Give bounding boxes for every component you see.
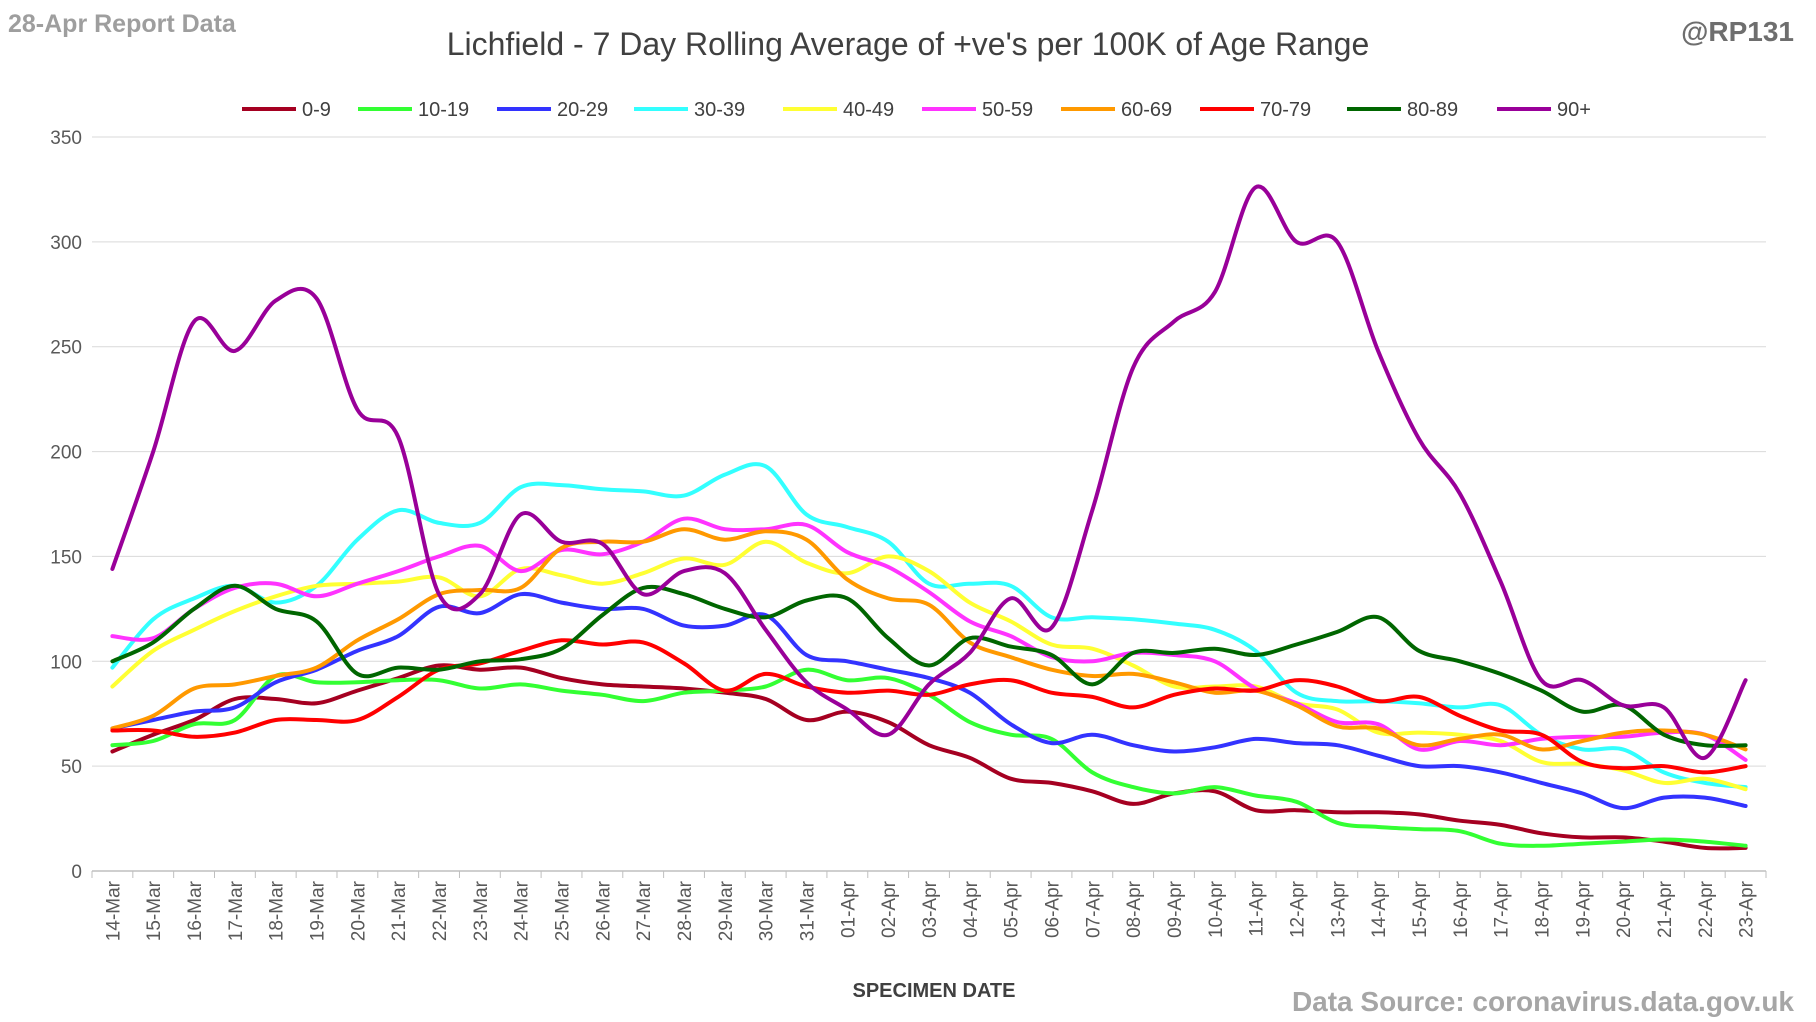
x-tick-label: 11-Apr (1247, 880, 1268, 936)
legend-label: 80-89 (1407, 99, 1458, 121)
axes: 0 50 100 150 200 250 300 350 14-Mar 15-Mar 16-Mar 1… (50, 128, 1767, 941)
x-tick-label: 14-Apr (1369, 880, 1390, 938)
legend-label: 10-19 (418, 99, 469, 121)
y-tick-label: 50 (61, 757, 82, 778)
legend-label: 30-39 (694, 99, 745, 121)
series-line-60-69 (110, 527, 1748, 752)
series-line-50-59 (110, 516, 1748, 762)
x-tick-label: 20-Mar (348, 880, 369, 941)
y-tick-label: 250 (50, 338, 82, 359)
x-tick-label: 24-Mar (512, 880, 533, 941)
series-line-30-39 (110, 462, 1748, 790)
series-line-70-79 (110, 638, 1748, 775)
x-tick-label: 17-Apr (1492, 880, 1513, 938)
y-tick-label: 350 (50, 128, 82, 149)
x-tick-label: 18-Mar (267, 880, 288, 941)
x-tick-label: 08-Apr (1124, 880, 1145, 938)
x-tick-label: 05-Apr (1002, 880, 1023, 938)
series-line-20-29 (110, 591, 1748, 811)
legend-label: 60-69 (1121, 99, 1172, 121)
legend-label: 20-29 (557, 99, 608, 121)
x-tick-label: 19-Mar (308, 880, 329, 941)
x-tick-label: 07-Apr (1083, 880, 1104, 938)
chart-title: Lichfield - 7 Day Rolling Average of +ve… (446, 26, 1370, 62)
y-tick-label: 150 (50, 547, 82, 568)
legend: 0-9 10-19 20-29 30-39 40-49 50-59 60-69 70-79 80… (242, 99, 1591, 121)
legend-label: 40-49 (843, 99, 894, 121)
x-tick-label: 15-Apr (1410, 880, 1431, 938)
y-tick-label: 100 (50, 652, 82, 673)
x-tick-label: 10-Apr (1206, 880, 1227, 938)
x-tick-label: 29-Mar (716, 880, 737, 941)
x-tick-label: 25-Mar (553, 880, 574, 941)
x-tick-label: 17-Mar (226, 880, 247, 941)
legend-label: 70-79 (1260, 99, 1311, 121)
x-tick-label: 12-Apr (1287, 880, 1308, 938)
x-tick-label: 19-Apr (1573, 880, 1594, 938)
x-tick-label: 13-Apr (1328, 880, 1349, 938)
series-line-90plus (110, 184, 1748, 760)
x-tick-label: 18-Apr (1532, 880, 1553, 938)
x-tick-label: 21-Apr (1655, 880, 1676, 938)
x-tick-label: 21-Mar (389, 880, 410, 941)
x-tick-label: 02-Apr (879, 880, 900, 938)
x-tick-label: 22-Mar (430, 880, 451, 941)
x-tick-label: 16-Apr (1451, 880, 1472, 938)
x-tick-label: 01-Apr (838, 880, 859, 938)
legend-label: 90+ (1557, 99, 1591, 121)
x-tick-label: 09-Apr (1165, 880, 1186, 938)
x-tick-label: 03-Apr (920, 880, 941, 938)
x-tick-label: 27-Mar (634, 880, 655, 941)
x-tick-label: 28-Mar (675, 880, 696, 941)
x-tick-label: 23-Mar (471, 880, 492, 941)
gridlines (92, 136, 1766, 767)
series-lines (110, 184, 1748, 851)
x-tick-label: 30-Mar (757, 880, 778, 941)
x-tick-label: 06-Apr (1042, 880, 1063, 938)
x-axis-title: SPECIMEN DATE (853, 980, 1016, 1002)
x-tick-label: 04-Apr (961, 880, 982, 938)
x-tick-label: 20-Apr (1614, 880, 1635, 938)
data-source-label: Data Source: coronavirus.data.gov.uk (1291, 986, 1794, 1017)
report-date-label: 28-Apr Report Data (8, 10, 236, 38)
x-tick-label: 15-Mar (144, 880, 165, 941)
x-tick-label: 26-Mar (593, 880, 614, 941)
x-tick-label: 16-Mar (185, 880, 206, 941)
legend-label: 0-9 (302, 99, 331, 121)
legend-label: 50-59 (982, 99, 1033, 121)
author-handle: @RP131 (1681, 16, 1794, 47)
series-line-80-89 (110, 583, 1748, 748)
y-tick-label: 200 (50, 443, 82, 464)
x-tick-label: 31-Mar (798, 880, 819, 941)
x-tick-label: 23-Apr (1737, 880, 1758, 938)
y-tick-label: 0 (71, 862, 82, 883)
x-tick-label: 14-Mar (103, 880, 124, 941)
x-tick-label: 22-Apr (1696, 880, 1717, 938)
y-tick-label: 300 (50, 233, 82, 254)
